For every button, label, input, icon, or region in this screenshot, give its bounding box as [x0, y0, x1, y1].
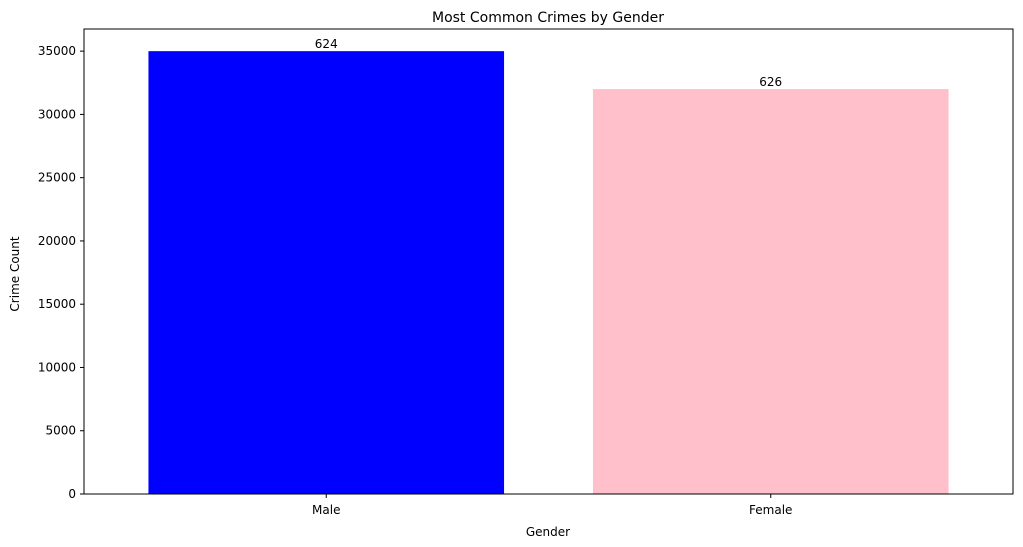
plot-area: 624 Male 626 Female 0 5000 10000 15000 20000 2500… — [38, 28, 1014, 517]
data-label-male: 624 — [315, 37, 338, 51]
x-tick-label-male: Male — [312, 503, 340, 517]
bar-male — [148, 51, 505, 495]
y-tick-label: 30000 — [38, 107, 76, 121]
data-label-female: 626 — [759, 75, 782, 89]
y-tick-label: 15000 — [38, 297, 76, 311]
y-tick-label: 0 — [68, 487, 76, 501]
chart-title: Most Common Crimes by Gender — [432, 10, 664, 26]
y-tick-label: 5000 — [45, 424, 76, 438]
y-tick-label: 25000 — [38, 171, 76, 185]
x-tick-label-female: Female — [749, 503, 792, 517]
y-tick-label: 10000 — [38, 360, 76, 374]
plot-frame — [83, 28, 1014, 495]
x-axis-title: Gender — [526, 525, 570, 539]
y-axis-title: Crime Count — [8, 236, 22, 311]
y-tick-label: 35000 — [38, 44, 76, 58]
y-tick-label: 20000 — [38, 234, 76, 248]
bar-female — [592, 89, 949, 494]
